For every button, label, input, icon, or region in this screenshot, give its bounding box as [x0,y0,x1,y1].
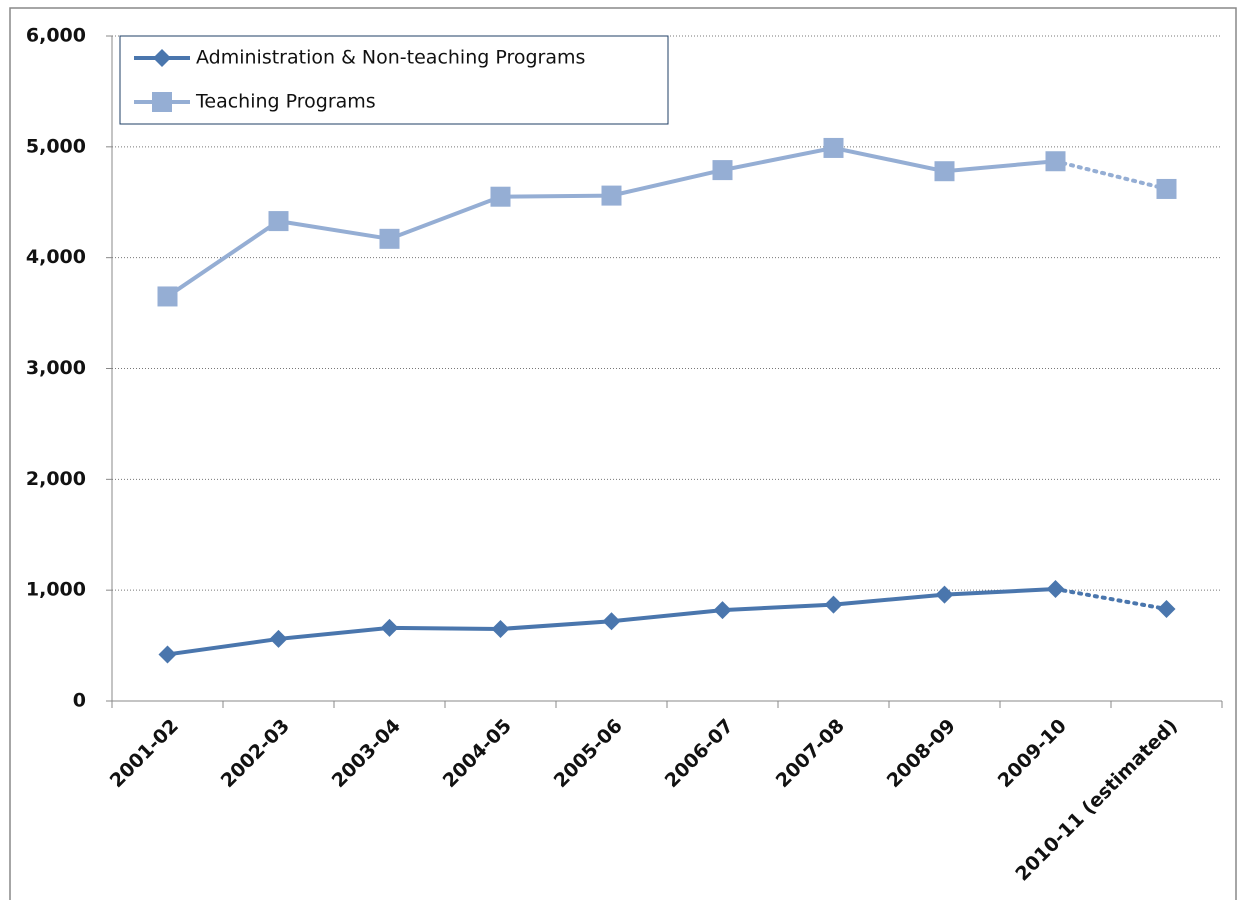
y-tick-label: 0 [73,690,86,712]
marker [157,286,178,307]
chart-frame [9,7,1237,900]
y-tick-label: 4,000 [26,246,86,268]
y-tick-label: 1,000 [26,579,86,601]
marker [158,645,177,664]
marker [268,211,289,232]
y-tick-label: 6,000 [26,25,86,47]
marker [1156,178,1177,199]
y-tick-label: 3,000 [26,357,86,379]
legend: Administration & Non-teaching Programs Te… [119,35,669,125]
marker [1046,580,1065,599]
legend-label: Teaching Programs [195,91,376,113]
marker [602,612,621,631]
marker [601,185,622,206]
marker [935,585,954,604]
series-line-estimate [1053,159,1169,191]
marker [379,228,400,249]
y-tick-label: 5,000 [26,135,86,157]
marker [1157,600,1176,619]
marker [380,618,399,637]
marker [490,186,511,207]
marker [1045,151,1066,172]
marker [713,601,732,620]
marker [824,595,843,614]
marker [491,619,510,638]
marker [152,92,172,112]
marker [269,629,288,648]
series-line-estimate [1053,587,1169,612]
legend-box [119,35,669,125]
marker [823,137,844,158]
y-tick-label: 2,000 [26,468,86,490]
marker [712,160,733,181]
marker [153,49,171,67]
marker [934,161,955,182]
legend-label: Administration & Non-teaching Programs [196,47,585,69]
